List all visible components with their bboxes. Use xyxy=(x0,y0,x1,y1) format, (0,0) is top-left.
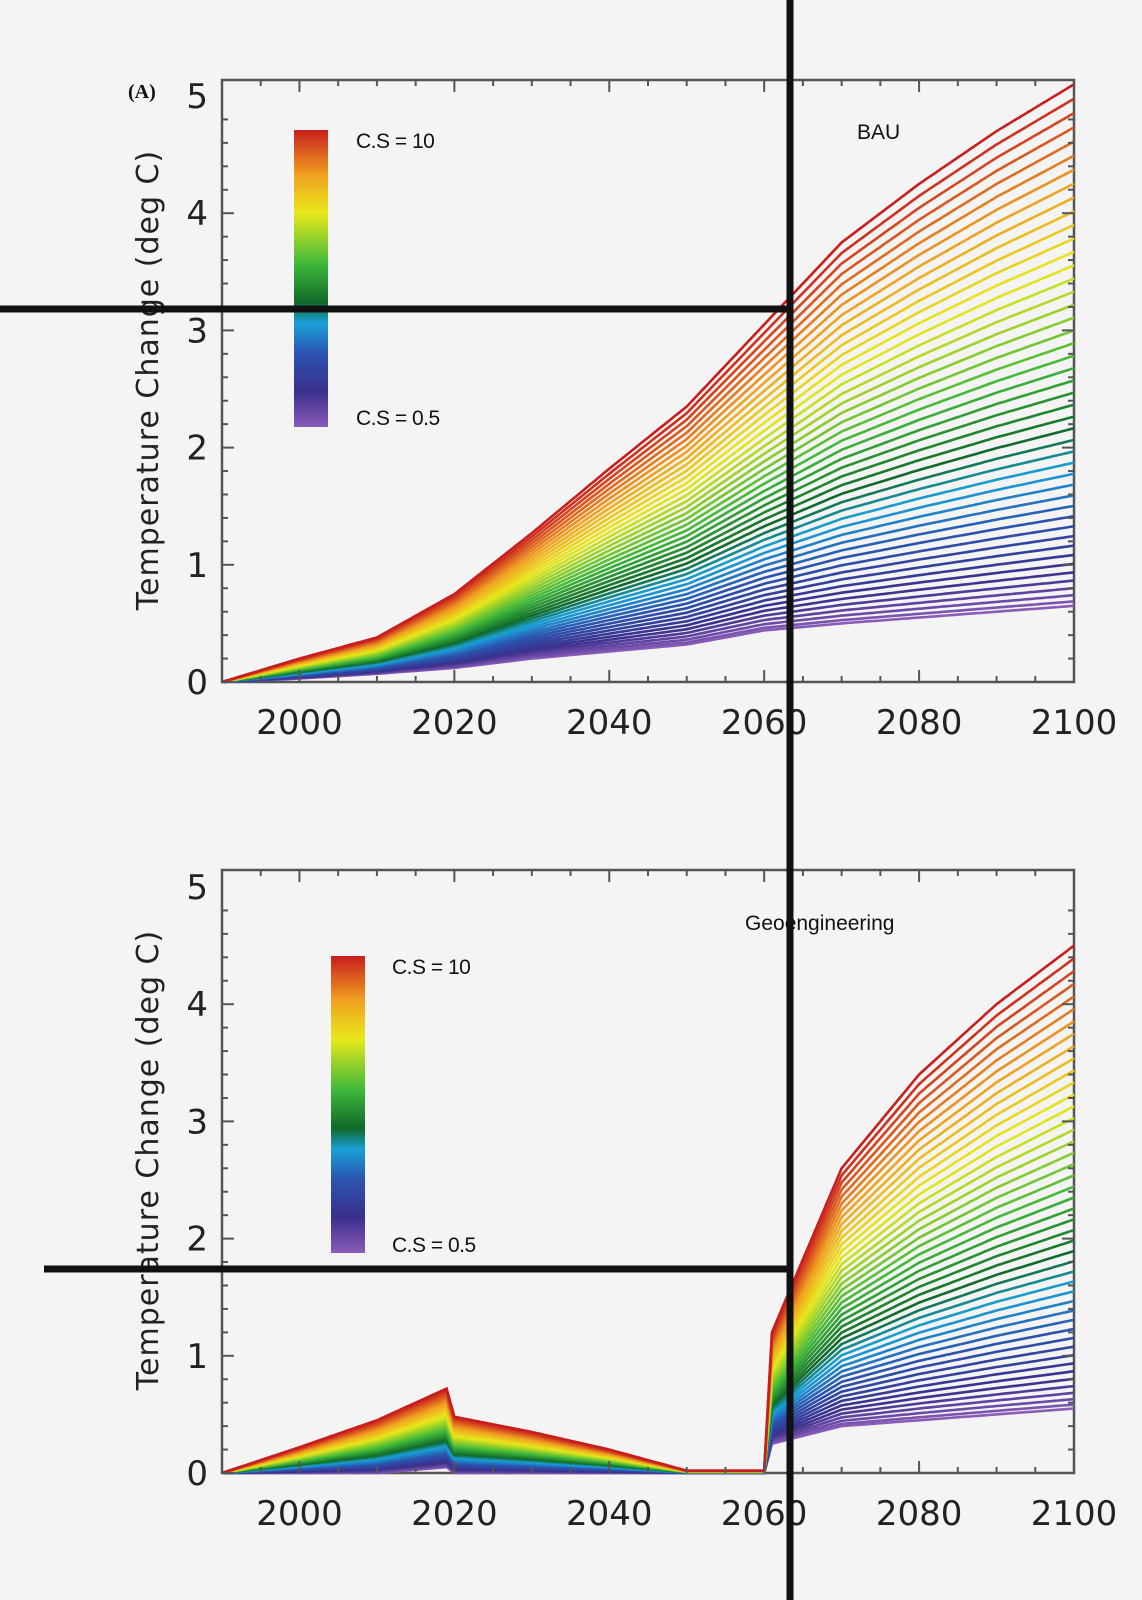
x-tick-label: 2080 xyxy=(876,1494,963,1534)
x-tick-label: 2040 xyxy=(566,1494,653,1534)
x-tick-labels: 2000 2020 2040 2060 2080 2100 xyxy=(256,1494,1117,1534)
panel-label: (A) xyxy=(128,81,156,103)
series-line xyxy=(221,83,1075,684)
axis-ticks xyxy=(221,870,1075,1474)
y-tick-label: 2 xyxy=(186,1220,208,1260)
panel-bau: 2000 2020 2040 2060 2080 2100 0 1 2 3 4 5 (A) Temp… xyxy=(128,77,1117,743)
y-tick-label: 1 xyxy=(186,546,208,586)
curve-family xyxy=(221,83,1075,684)
y-tick-labels: 0 1 2 3 4 5 xyxy=(186,868,208,1494)
colorbar xyxy=(331,956,365,1253)
scenario-label: Geoengineering xyxy=(745,912,894,935)
y-tick-label: 3 xyxy=(186,311,208,351)
x-tick-labels: 2000 2020 2040 2060 2080 2100 xyxy=(256,703,1117,743)
x-tick-label: 2100 xyxy=(1031,703,1118,743)
y-tick-label: 0 xyxy=(186,1454,208,1494)
x-tick-label: 2100 xyxy=(1031,1494,1118,1534)
y-tick-label: 4 xyxy=(186,985,208,1025)
y-tick-label: 1 xyxy=(186,1337,208,1377)
series-line xyxy=(221,944,1075,1475)
x-tick-label: 2060 xyxy=(721,703,808,743)
x-tick-label: 2000 xyxy=(256,1494,343,1534)
scenario-label: BAU xyxy=(857,121,900,144)
y-tick-label: 5 xyxy=(186,77,208,117)
x-tick-label: 2040 xyxy=(566,703,653,743)
x-tick-label: 2080 xyxy=(876,703,963,743)
y-axis-label: Temperature Change (deg C) xyxy=(131,150,166,611)
colorbar-bottom-label: C.S = 0.5 xyxy=(356,407,440,430)
reference-lines xyxy=(0,0,794,1600)
colorbar-top-label: C.S = 10 xyxy=(392,956,470,979)
x-tick-label: 2020 xyxy=(411,1494,498,1534)
x-tick-label: 2000 xyxy=(256,703,343,743)
colorbar-bottom-label: C.S = 0.5 xyxy=(392,1234,476,1257)
y-tick-label: 4 xyxy=(186,194,208,234)
y-tick-label: 0 xyxy=(186,663,208,703)
x-tick-label: 2020 xyxy=(411,703,498,743)
y-tick-label: 2 xyxy=(186,429,208,469)
plot-frame xyxy=(220,78,1076,684)
x-tick-label: 2060 xyxy=(721,1494,808,1534)
y-tick-label: 5 xyxy=(186,868,208,908)
y-axis-label: Temperature Change (deg C) xyxy=(131,930,166,1391)
colorbar-top-label: C.S = 10 xyxy=(356,130,434,153)
y-tick-label: 3 xyxy=(186,1102,208,1142)
colorbar xyxy=(294,130,328,427)
y-tick-labels: 0 1 2 3 4 5 xyxy=(186,77,208,703)
panel-geoengineering: 2000 2020 2040 2060 2080 2100 0 1 2 3 4 5 Temperat… xyxy=(131,868,1117,1534)
axis-ticks xyxy=(221,80,1075,683)
